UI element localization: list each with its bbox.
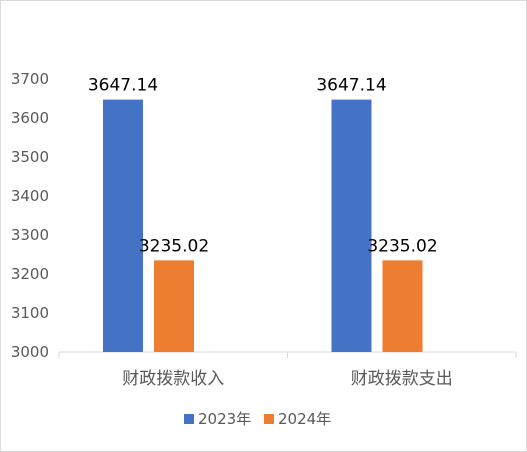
- legend-swatch: [264, 414, 274, 424]
- data-label: 3647.14: [88, 76, 158, 96]
- legend-swatch: [184, 414, 194, 424]
- bar: [331, 99, 372, 352]
- legend-label: 2024年: [278, 410, 331, 428]
- data-label: 3235.02: [367, 236, 437, 256]
- bar: [382, 260, 423, 352]
- x-category-label: 财政拨款收入: [122, 369, 224, 389]
- y-tick-label: 3600: [11, 109, 49, 127]
- y-tick-label: 3700: [11, 70, 49, 88]
- y-tick-label: 3200: [11, 265, 49, 283]
- data-label: 3235.02: [139, 236, 209, 256]
- y-tick-label: 3400: [11, 187, 49, 205]
- y-tick-label: 3300: [11, 226, 49, 244]
- y-tick-label: 3500: [11, 148, 49, 166]
- legend-label: 2023年: [198, 410, 251, 428]
- bar: [154, 260, 194, 352]
- bar: [103, 99, 143, 352]
- x-category-label: 财政拨款支出: [351, 369, 453, 389]
- y-tick-label: 3000: [11, 343, 49, 361]
- data-label: 3647.14: [316, 76, 386, 96]
- y-tick-label: 3100: [11, 304, 49, 322]
